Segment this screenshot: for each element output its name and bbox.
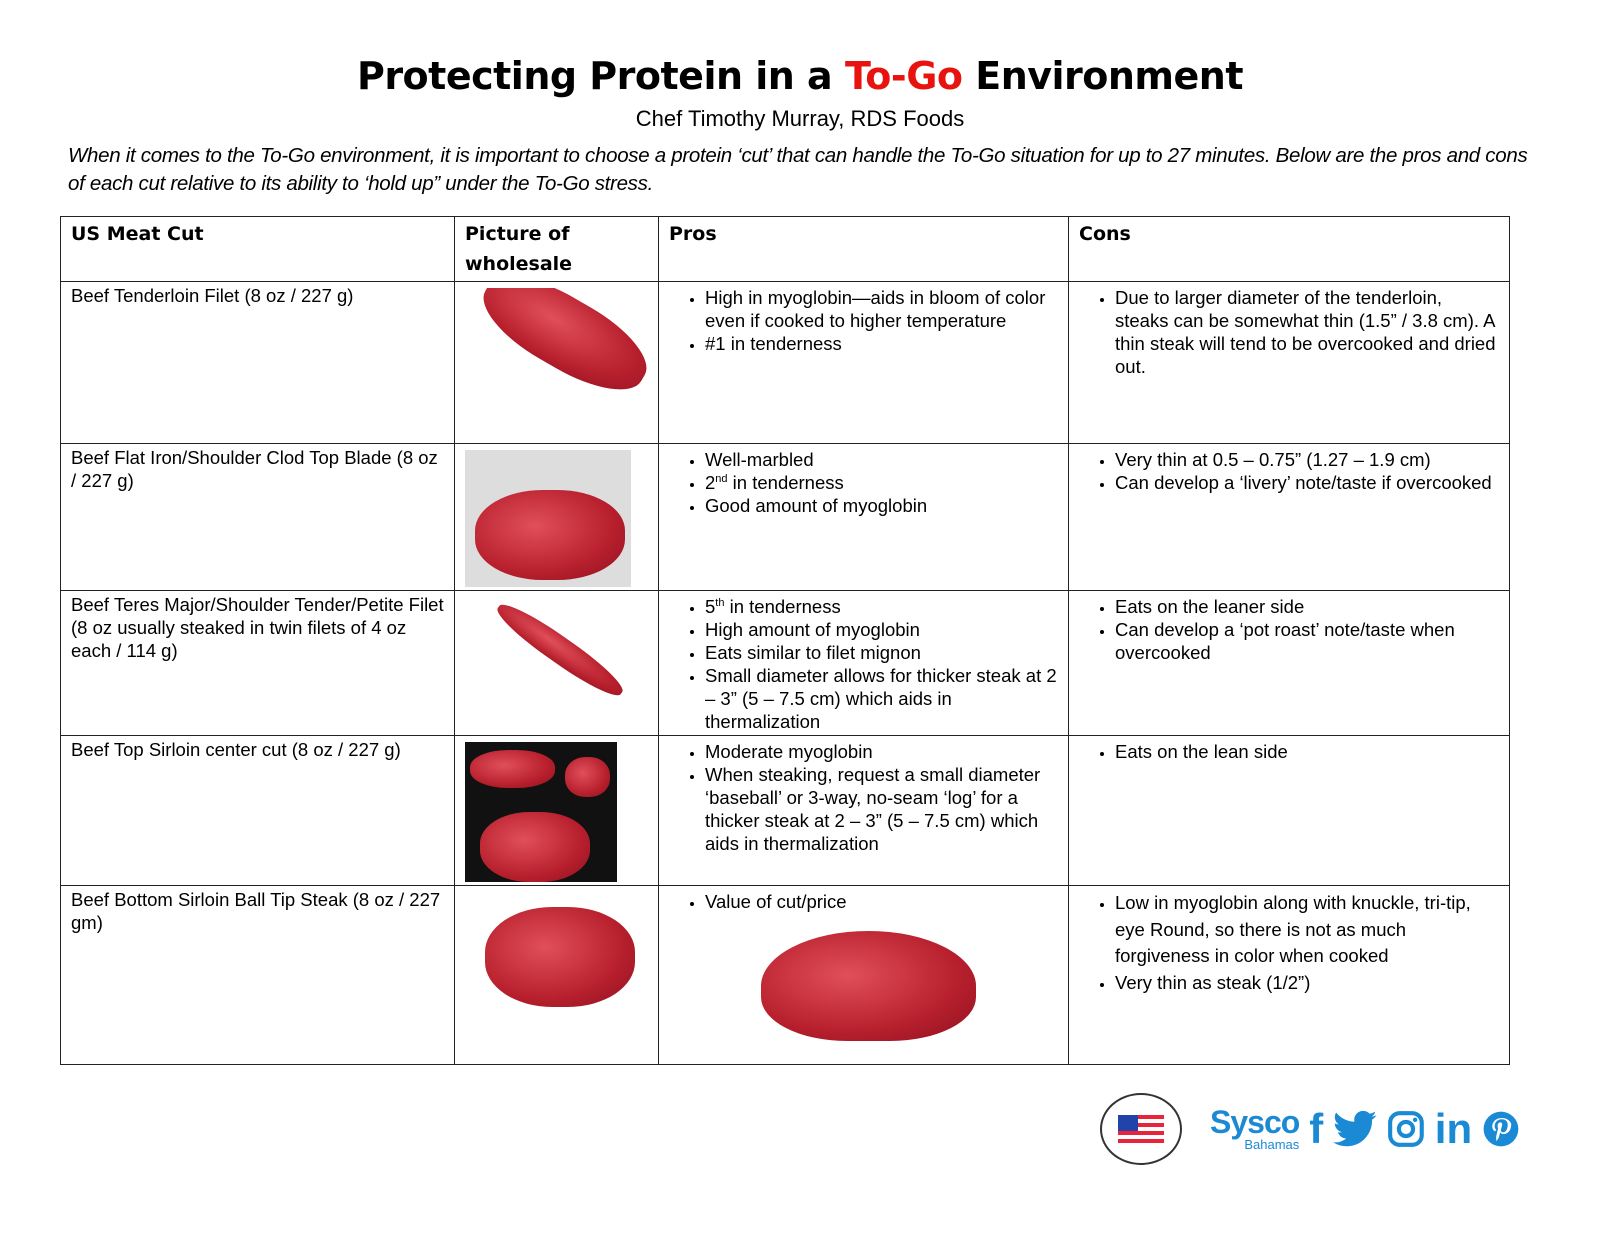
meat-image xyxy=(475,490,625,580)
cons-cell: Eats on the lean side xyxy=(1068,735,1510,886)
usmef-logo xyxy=(1100,1093,1182,1165)
meat-cut-table: US Meat Cut Picture of wholesale Pros Co… xyxy=(60,216,1510,1065)
instagram-icon[interactable] xyxy=(1387,1109,1425,1149)
meat-image xyxy=(761,931,976,1041)
list-item: Low in myoglobin along with knuckle, tri… xyxy=(1115,890,1499,970)
list-item: When steaking, request a small diameter … xyxy=(705,763,1058,855)
twitter-icon[interactable] xyxy=(1333,1109,1377,1149)
wholesale-picture xyxy=(454,735,659,886)
sysco-logo: Sysco Bahamas xyxy=(1210,1103,1300,1152)
us-flag-icon xyxy=(1118,1115,1164,1143)
pros-cell: Well-marbled2nd in tendernessGood amount… xyxy=(658,443,1069,591)
list-item: Eats on the lean side xyxy=(1115,740,1499,763)
cons-cell: Due to larger diameter of the tenderloin… xyxy=(1068,281,1510,444)
page-title: Protecting Protein in a To-Go Environmen… xyxy=(356,54,1244,98)
list-item: 5th in tenderness xyxy=(705,595,1058,618)
list-item: High in myoglobin—aids in bloom of color… xyxy=(705,286,1058,332)
table-header-row: US Meat Cut Picture of wholesale Pros Co… xyxy=(60,216,1510,282)
list-item: Very thin at 0.5 – 0.75” (1.27 – 1.9 cm) xyxy=(1115,448,1499,471)
pros-cell: High in myoglobin—aids in bloom of color… xyxy=(658,281,1069,444)
meat-image xyxy=(469,288,648,409)
cons-cell: Eats on the leaner sideCan develop a ‘po… xyxy=(1068,590,1510,736)
list-item: Very thin as steak (1/2”) xyxy=(1115,970,1499,997)
meat-image xyxy=(491,597,629,704)
title-highlight: To-Go xyxy=(844,54,963,98)
pros-cell: Moderate myoglobinWhen steaking, request… xyxy=(658,735,1069,886)
pros-cell: Value of cut/price xyxy=(658,885,1069,1065)
cons-cell: Low in myoglobin along with knuckle, tri… xyxy=(1068,885,1510,1065)
list-item: 2nd in tenderness xyxy=(705,471,1058,494)
page: Protecting Protein in a To-Go Environmen… xyxy=(0,0,1600,1195)
list-item: Eats similar to filet mignon xyxy=(705,641,1058,664)
list-item: Value of cut/price xyxy=(705,890,1058,913)
intro-paragraph: When it comes to the To-Go environment, … xyxy=(68,144,1528,195)
list-item: #1 in tenderness xyxy=(705,332,1058,355)
list-item: Can develop a ‘pot roast’ note/taste whe… xyxy=(1115,618,1499,664)
wholesale-picture xyxy=(454,443,659,591)
header-picture: Picture of wholesale xyxy=(454,216,659,282)
facebook-icon[interactable]: f xyxy=(1309,1105,1324,1152)
cut-name: Beef Flat Iron/Shoulder Clod Top Blade (… xyxy=(60,443,455,591)
linkedin-icon[interactable]: in xyxy=(1434,1105,1473,1152)
cut-name: Beef Bottom Sirloin Ball Tip Steak (8 oz… xyxy=(60,885,455,1065)
list-item: Good amount of myoglobin xyxy=(705,494,1058,517)
cut-name: Beef Tenderloin Filet (8 oz / 227 g) xyxy=(60,281,455,444)
table-row: Beef Flat Iron/Shoulder Clod Top Blade (… xyxy=(60,443,1510,591)
cons-cell: Very thin at 0.5 – 0.75” (1.27 – 1.9 cm)… xyxy=(1068,443,1510,591)
list-item: Moderate myoglobin xyxy=(705,740,1058,763)
cut-name: Beef Top Sirloin center cut (8 oz / 227 … xyxy=(60,735,455,886)
list-item: Eats on the leaner side xyxy=(1115,595,1499,618)
list-item: Can develop a ‘livery’ note/taste if ove… xyxy=(1115,471,1499,494)
wholesale-picture xyxy=(454,885,659,1065)
subtitle: Chef Timothy Murray, RDS Foods xyxy=(635,106,965,131)
table-row: Beef Tenderloin Filet (8 oz / 227 g) High… xyxy=(60,281,1510,444)
meat-image xyxy=(480,812,590,882)
list-item: Well-marbled xyxy=(705,448,1058,471)
wholesale-picture xyxy=(454,281,659,444)
table-row: Beef Teres Major/Shoulder Tender/Petite … xyxy=(60,590,1510,736)
table-row: Beef Bottom Sirloin Ball Tip Steak (8 oz… xyxy=(60,885,1510,1065)
header-cons: Cons xyxy=(1068,216,1510,282)
header-pros: Pros xyxy=(658,216,1069,282)
cut-name: Beef Teres Major/Shoulder Tender/Petite … xyxy=(60,590,455,736)
header-cut: US Meat Cut xyxy=(60,216,455,282)
pros-cell: 5th in tendernessHigh amount of myoglobi… xyxy=(658,590,1069,736)
wholesale-picture xyxy=(454,590,659,736)
list-item: High amount of myoglobin xyxy=(705,618,1058,641)
meat-image xyxy=(470,750,555,788)
meat-image xyxy=(565,757,610,797)
table-row: Beef Top Sirloin center cut (8 oz / 227 … xyxy=(60,735,1510,886)
meat-image xyxy=(485,907,635,1007)
footer-logos: Sysco Bahamas f in xyxy=(1100,1093,1520,1165)
list-item: Due to larger diameter of the tenderloin… xyxy=(1115,286,1499,378)
list-item: Small diameter allows for thicker steak … xyxy=(705,664,1058,733)
pinterest-icon[interactable] xyxy=(1482,1109,1520,1149)
